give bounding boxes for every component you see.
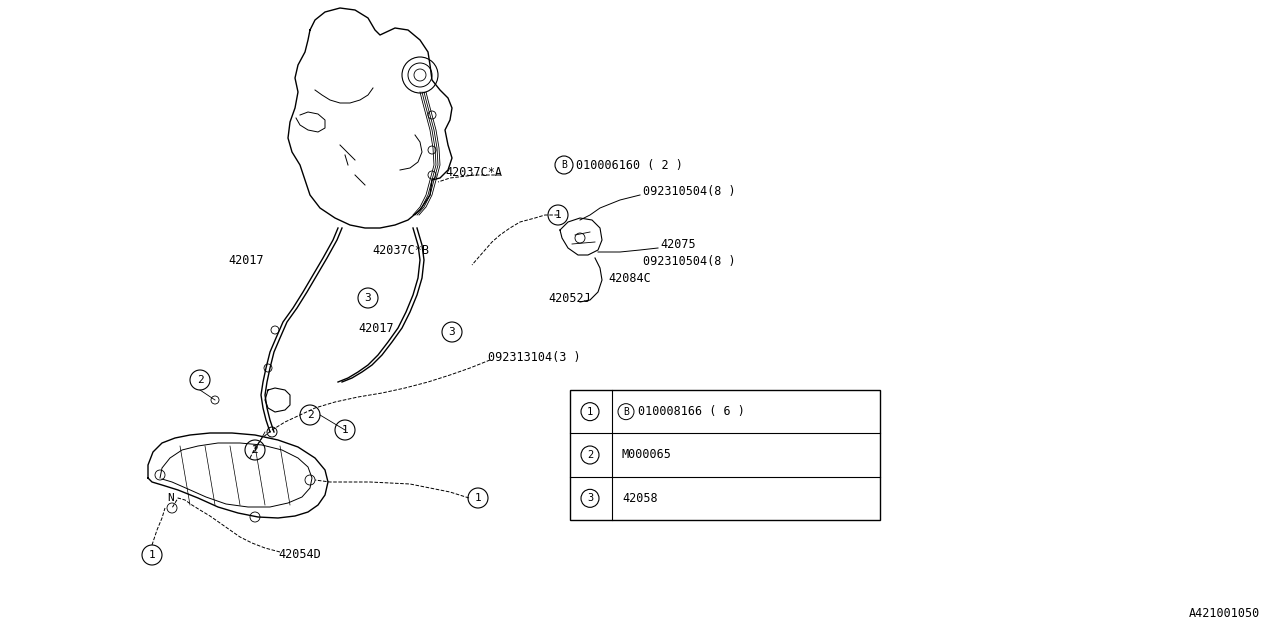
Text: N: N (166, 493, 174, 503)
Text: 092310504(8 ): 092310504(8 ) (643, 255, 736, 269)
Text: 3: 3 (448, 327, 456, 337)
Text: 3: 3 (365, 293, 371, 303)
Text: 42037C*B: 42037C*B (372, 243, 429, 257)
Text: 010006160 ( 2 ): 010006160 ( 2 ) (576, 159, 682, 172)
Text: 42058: 42058 (622, 492, 658, 505)
Text: 1: 1 (554, 210, 562, 220)
Text: A421001050: A421001050 (1189, 607, 1260, 620)
Text: 42075: 42075 (660, 239, 695, 252)
Text: 42017: 42017 (358, 321, 394, 335)
Text: 092310504(8 ): 092310504(8 ) (643, 186, 736, 198)
Text: 2: 2 (586, 450, 593, 460)
Text: 2: 2 (307, 410, 314, 420)
Text: 42084C: 42084C (608, 271, 650, 285)
Text: B: B (623, 406, 628, 417)
Text: B: B (561, 160, 567, 170)
Text: 2: 2 (197, 375, 204, 385)
Text: 1: 1 (586, 406, 593, 417)
Text: 2: 2 (252, 445, 259, 455)
Text: 42037C*A: 42037C*A (445, 166, 502, 179)
Bar (570, 390, 881, 520)
Text: 1: 1 (342, 425, 348, 435)
Text: 42052J: 42052J (548, 291, 591, 305)
Text: 010008166 ( 6 ): 010008166 ( 6 ) (637, 405, 745, 418)
Text: 1: 1 (148, 550, 155, 560)
Text: M000065: M000065 (622, 449, 672, 461)
Text: 42017: 42017 (228, 253, 264, 266)
Text: 1: 1 (475, 493, 481, 503)
Text: 092313104(3 ): 092313104(3 ) (488, 351, 581, 365)
Text: 3: 3 (586, 493, 593, 503)
Text: 42054D: 42054D (278, 548, 321, 561)
